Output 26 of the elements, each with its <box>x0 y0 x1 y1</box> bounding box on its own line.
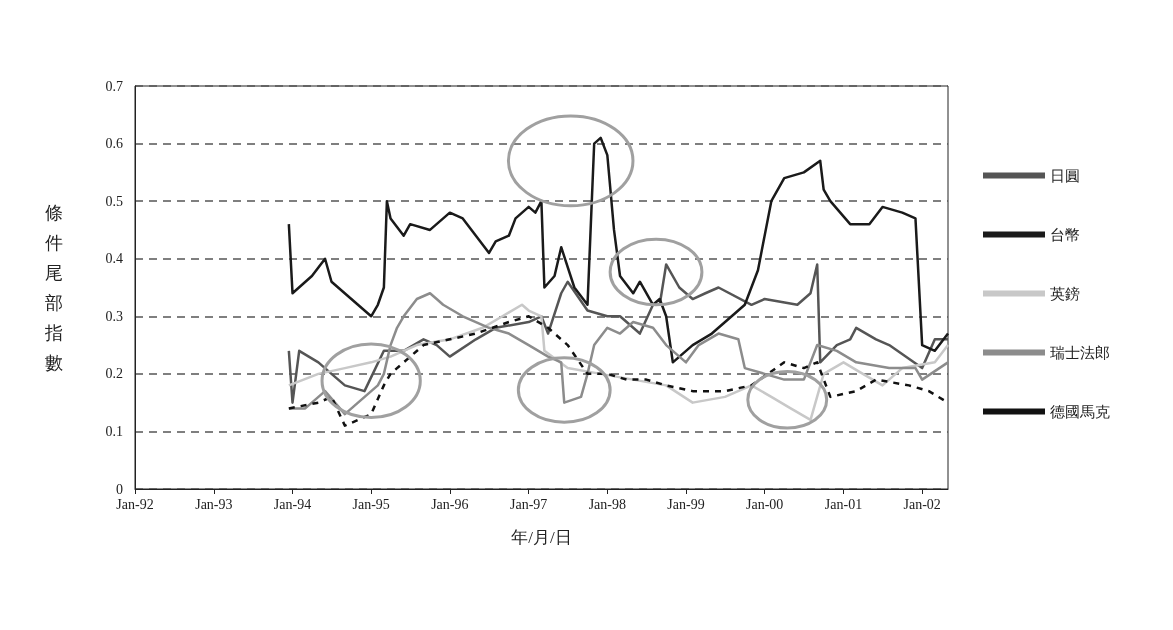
y-tick-label: 0.6 <box>105 136 123 152</box>
y-axis-title: 條件尾部指數 <box>44 202 63 373</box>
y-tick-label: 0.4 <box>105 251 123 267</box>
x-tick-label: Jan-00 <box>745 496 784 512</box>
y-tick-label: 0.7 <box>105 78 123 94</box>
y-tick-label: 0.1 <box>105 423 123 439</box>
legend-label: 德國馬克 <box>1050 403 1110 420</box>
y-tick-label: 0.5 <box>105 193 123 209</box>
x-tick-label: Jan-96 <box>431 496 469 512</box>
legend-label: 英鎊 <box>1050 285 1080 302</box>
x-tick-label: Jan-97 <box>510 496 548 512</box>
x-axis-title: 年/月/日 <box>511 528 572 547</box>
legend-label: 瑞士法郎 <box>1050 344 1110 361</box>
legend-label: 台幣 <box>1050 226 1080 243</box>
y-tick-label: 0.2 <box>105 366 123 382</box>
legend-label: 日圓 <box>1050 167 1080 184</box>
x-tick-label: Jan-95 <box>352 496 390 512</box>
x-tick-label: Jan-01 <box>824 496 863 512</box>
y-tick-label: 0.3 <box>105 308 123 324</box>
y-tick-label: 0 <box>116 481 123 497</box>
x-tick-label: Jan-93 <box>195 496 233 512</box>
x-tick-label: Jan-02 <box>903 496 941 512</box>
x-tick-label: Jan-94 <box>273 496 312 512</box>
x-tick-label: Jan-92 <box>116 496 154 512</box>
x-tick-label: Jan-99 <box>667 496 705 512</box>
x-tick-label: Jan-98 <box>588 496 626 512</box>
